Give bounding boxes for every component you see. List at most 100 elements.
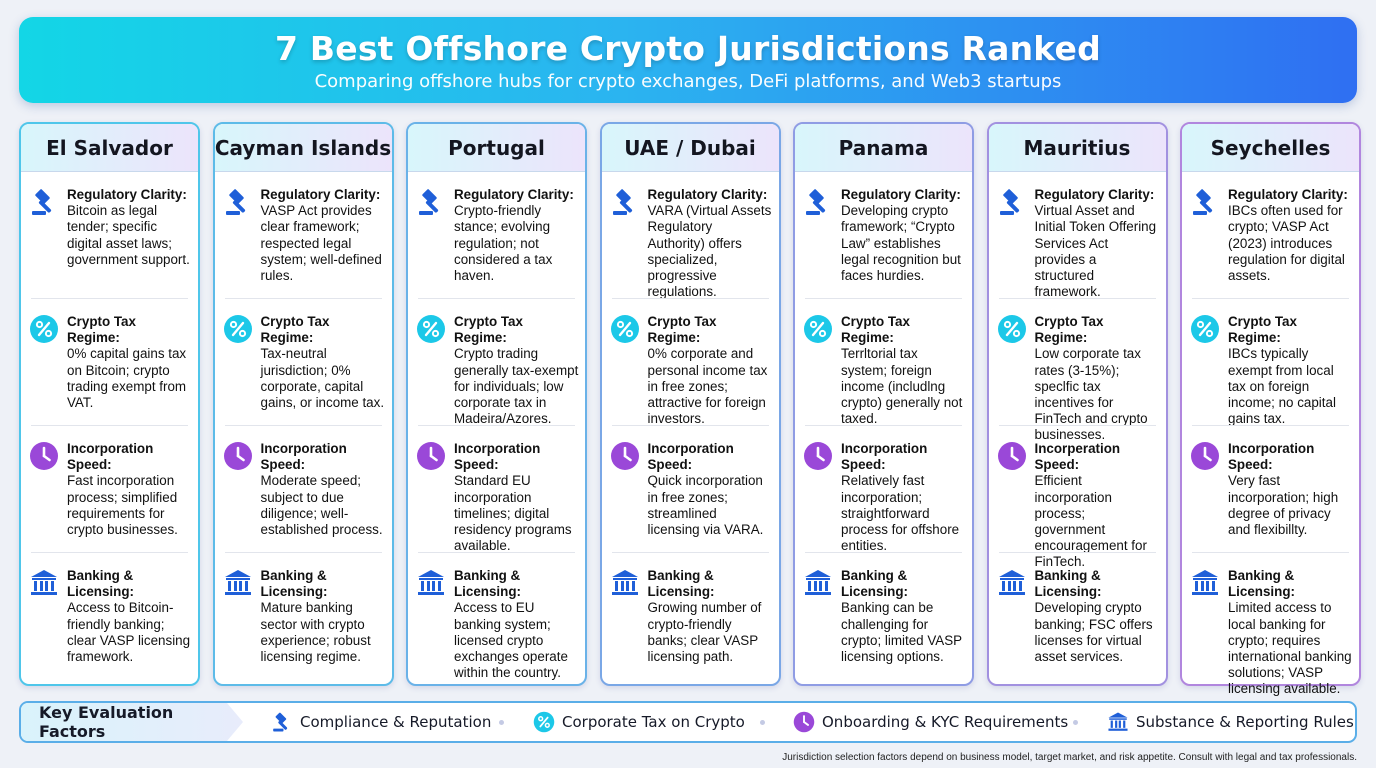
criterion-text: Banking & Licensing: Banking can be chall… — [841, 568, 966, 681]
criterion-text: Banking & Licensing: Mature banking secto… — [261, 568, 386, 681]
criterion-text: Banking & Licensing: Access to Bitcoin-fr… — [67, 568, 192, 681]
jurisdiction-cards: El Salvador Regulatory Clarity: Bitcoin as… — [19, 122, 1361, 696]
criterion-section: Banking & Licensing: Access to EU banking… — [408, 554, 585, 681]
percent-icon — [223, 314, 253, 344]
disclaimer-note: Jurisdiction selection factors depend on… — [782, 752, 1357, 763]
criterion-heading: Incorporation Speed: — [67, 441, 154, 473]
criterion-text: Incorporation Speed: Quick incorporation … — [648, 441, 773, 554]
criterion-text: Incorporation Speed: Standard EU incorpor… — [454, 441, 579, 554]
key-factor-label: Substance & Reporting Rules — [1136, 713, 1354, 731]
gavel-icon — [223, 187, 253, 217]
section-divider — [1192, 298, 1349, 299]
gavel-icon — [803, 187, 833, 217]
criterion-section: Regulatory Clarity: Virtual Asset and Ini… — [989, 173, 1166, 300]
criterion-body: Crypto-friendly stance; evolving regulat… — [454, 203, 553, 284]
section-divider — [31, 298, 188, 299]
percent-icon — [416, 314, 446, 344]
section-divider — [224, 425, 382, 426]
criterion-heading: Crypto Tax Regime: — [454, 314, 523, 346]
criterion-body: Low corporate tax rates (3-15%); speclfi… — [1034, 346, 1148, 443]
section-divider — [998, 552, 1156, 553]
page-title: 7 Best Offshore Crypto Jurisdictions Ran… — [275, 29, 1101, 68]
criterion-body: 0% corporate and personal income tax in … — [647, 346, 768, 427]
criterion-heading: Incorporation Speed: — [647, 441, 734, 473]
criterion-heading: Regulatory Clarity: — [647, 187, 768, 202]
criterion-heading: Banking & Licensing: — [260, 568, 328, 600]
jurisdiction-name: Mauritius — [988, 124, 1166, 172]
criterion-heading: Banking & Licensing: — [1228, 568, 1295, 600]
clock-icon — [223, 441, 253, 471]
criterion-section: Crypto Tax Regime: Tax-neutral jurisdicti… — [215, 300, 392, 427]
criterion-heading: Regulatory Clarity: — [1228, 187, 1348, 202]
jurisdiction-name: Seychelles — [1182, 124, 1359, 172]
key-factor-label: Corporate Tax on Crypto — [562, 713, 745, 731]
criterion-body: Moderate speed; subject to due diligence… — [260, 473, 383, 538]
criterion-heading: Regulatory Clarity: — [841, 187, 961, 202]
section-divider — [418, 425, 575, 426]
criterion-section: Regulatory Clarity: Developing crypto fra… — [795, 173, 972, 300]
key-factor: Compliance & Reputation — [271, 703, 491, 741]
criterion-body: Efficient incorporation process; governm… — [1034, 473, 1147, 570]
criterion-section: Crypto Tax Regime: Terrltorial tax system… — [795, 300, 972, 427]
criterion-section: Crypto Tax Regime: 0% capital gains tax o… — [21, 300, 198, 427]
criterion-heading: Banking & Licensing: — [841, 568, 908, 600]
criterion-section: Regulatory Clarity: Crypto-friendly stanc… — [408, 173, 585, 300]
key-factor-label: Compliance & Reputation — [300, 713, 492, 731]
criterion-text: Regulatory Clarity: Developing crypto fra… — [841, 187, 966, 300]
criterion-section: Crypto Tax Regime: Crypto trading general… — [408, 300, 585, 427]
section-divider — [224, 298, 382, 299]
criterion-body: VASP Act provides clear framework; respe… — [260, 203, 382, 284]
gavel-icon — [610, 187, 640, 217]
criterion-section: Banking & Licensing: Developing crypto ba… — [989, 554, 1166, 681]
section-divider — [805, 425, 962, 426]
gavel-icon — [416, 187, 446, 217]
criterion-text: Banking & Licensing: Access to EU banking… — [454, 568, 579, 681]
criterion-section: Banking & Licensing: Growing number of cr… — [602, 554, 779, 681]
jurisdiction-card: UAE / Dubai Regulatory Clarity: VARA (Virt… — [599, 122, 781, 686]
jurisdiction-name: Cayman Islands — [214, 124, 392, 172]
key-factors-bar: Key Evaluation Factors Compliance & Repu… — [19, 701, 1357, 743]
criterion-body: Developing crypto banking; FSC offers li… — [1034, 600, 1153, 665]
criterion-body: Developing crypto framework; “Crypto Law… — [841, 203, 961, 284]
criterion-section: Incorporation Speed: Standard EU incorpor… — [408, 427, 585, 554]
clock-icon — [997, 441, 1027, 471]
criterion-section: Incorporation Speed: Moderate speed; subj… — [215, 427, 392, 554]
criterion-section: Incorporation Speed: Fast incorporation p… — [21, 427, 198, 554]
clock-icon — [29, 441, 59, 471]
section-divider — [31, 425, 188, 426]
section-divider — [611, 552, 769, 553]
criterion-heading: Regulatory Clarity: — [260, 187, 381, 202]
criterion-text: Incorporation Speed: Very fast incorporat… — [1228, 441, 1353, 554]
criterion-section: Regulatory Clarity: VASP Act provides cle… — [215, 173, 392, 300]
jurisdiction-card: Mauritius Regulatory Clarity: Virtual Asse… — [986, 122, 1168, 686]
criterion-heading: Crypto Tax Regime: — [260, 314, 330, 346]
criterion-body: Bitcoin as legal tender; specific digita… — [67, 203, 190, 267]
jurisdiction-name: Portugal — [408, 124, 585, 172]
bank-icon — [223, 568, 253, 598]
criterion-text: Regulatory Clarity: VARA (Virtual Assets … — [648, 187, 773, 300]
criterion-heading: Crypto Tax Regime: — [1228, 314, 1297, 346]
criterion-section: Banking & Licensing: Banking can be chall… — [795, 554, 972, 681]
criterion-text: Crypto Tax Regime: Tax-neutral jurisdicti… — [261, 314, 386, 427]
criterion-section: Crypto Tax Regime: 0% corporate and perso… — [602, 300, 779, 427]
clock-icon — [1190, 441, 1220, 471]
criterion-text: Incorporation Speed: Relatively fast inco… — [841, 441, 966, 554]
criterion-heading: Regulatory Clarity: — [1034, 187, 1155, 202]
section-divider — [805, 552, 962, 553]
gavel-icon — [997, 187, 1027, 217]
bank-icon — [997, 568, 1027, 598]
criterion-body: Access to EU banking system; licensed cr… — [454, 600, 568, 681]
section-divider — [1192, 425, 1349, 426]
criterion-section: Crypto Tax Regime: IBCs typically exempt … — [1182, 300, 1359, 427]
bank-icon — [1107, 711, 1136, 733]
criterion-body: VARA (Virtual Assets Regulatory Authorit… — [647, 203, 772, 300]
criterion-body: Quick incorporation in free zones; strea… — [647, 473, 764, 538]
criterion-section: Incorporation Speed: Quick incorporation … — [602, 427, 779, 554]
percent-icon — [803, 314, 833, 344]
criterion-body: Crypto trading generally tax-exempt for … — [454, 346, 579, 427]
criterion-section: Incorporation Speed: Relatively fast inco… — [795, 427, 972, 554]
criterion-text: Crypto Tax Regime: Low corporate tax rate… — [1035, 314, 1160, 442]
percent-icon — [1190, 314, 1220, 344]
criterion-body: IBCs typically exempt from local tax on … — [1228, 346, 1336, 427]
key-factor-label: Onboarding & KYC Requirements — [822, 713, 1069, 731]
